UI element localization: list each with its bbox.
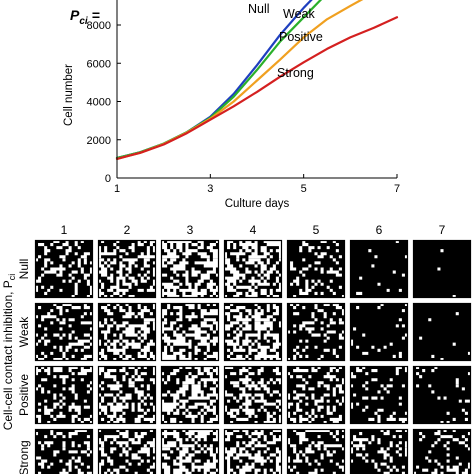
grid-cells (34, 239, 472, 474)
x-tick-label: 5 (301, 183, 307, 195)
y-tick-label: 6000 (87, 58, 111, 70)
grid-column-label: 2 (124, 223, 131, 237)
grid-column-label: 5 (313, 223, 320, 237)
grid-column-label: 7 (439, 223, 446, 237)
grid-row-label: Strong (17, 440, 31, 474)
series-label-positive: Positive (279, 30, 323, 44)
y-tick-label: 8000 (87, 20, 111, 32)
grid-cell (97, 239, 157, 299)
line-chart: Pci = 0 2000 4000 6000 8000 1 3 5 7 Culture day… (63, 0, 400, 210)
pci-sub: ci (79, 16, 88, 27)
grid-cell (286, 428, 346, 474)
series-label-null: Null (248, 2, 270, 16)
grid-row-label: Weak (17, 316, 31, 347)
grid-cell (412, 239, 472, 299)
grid-row-axis-title: Cell-cell contact inhibition, Pci (1, 274, 17, 431)
grid-column-label: 4 (250, 223, 257, 237)
y-tick-label: 2000 (87, 135, 111, 147)
svg-text:Cell-cell contact inhibition,: Cell-cell contact inhibition, Pci (1, 274, 17, 431)
series-line-strong (115, 16, 399, 160)
grid-column-label: 6 (376, 223, 383, 237)
grid-cell (34, 365, 94, 425)
grid-cell (223, 428, 283, 474)
row-axis-title-main: Cell-cell contact inhibition, P (1, 280, 15, 430)
grid-cell (223, 365, 283, 425)
grid-cell (286, 365, 346, 425)
x-axis-ticks: 1 3 5 7 (114, 174, 400, 195)
grid-cell (286, 239, 346, 299)
grid-cell (34, 302, 94, 362)
grid-cell (34, 239, 94, 299)
grid-cell (97, 302, 157, 362)
pci-legend-title: Pci = (70, 7, 100, 27)
grid-column-label: 1 (61, 223, 68, 237)
pci-suffix: = (88, 7, 100, 23)
series-lines (115, 0, 399, 160)
grid-cell (286, 302, 346, 362)
x-axis-title: Culture days (225, 198, 290, 210)
image-grid: 1 2 3 4 5 6 7 Null Weak Positive Strong Cell-cell… (1, 223, 472, 474)
series-line-positive (115, 0, 364, 160)
grid-row-labels: Null Weak Positive Strong (17, 259, 31, 474)
grid-cell (223, 239, 283, 299)
series-label-strong: Strong (277, 66, 314, 80)
x-tick-label: 1 (114, 183, 120, 195)
grid-cell (97, 428, 157, 474)
pci-main: P (70, 7, 80, 23)
series-labels: Null Weak Positive Strong (248, 2, 323, 80)
grid-cell (223, 302, 283, 362)
grid-cell (160, 428, 220, 474)
grid-cell (97, 365, 157, 425)
grid-cell (34, 428, 94, 474)
y-tick-label: 4000 (87, 97, 111, 109)
grid-cell (412, 365, 472, 425)
x-tick-label: 3 (207, 183, 213, 195)
grid-row-label: Null (17, 259, 31, 280)
y-axis-ticks: 0 2000 4000 6000 8000 (87, 20, 121, 185)
series-label-weak: Weak (283, 7, 315, 21)
grid-cell (160, 302, 220, 362)
grid-cell (349, 302, 409, 362)
grid-cell (412, 302, 472, 362)
grid-row-label: Positive (17, 374, 31, 416)
grid-column-label: 3 (187, 223, 194, 237)
y-tick-label: 0 (105, 173, 111, 185)
grid-cell (349, 239, 409, 299)
y-axis-title: Cell number (63, 64, 75, 126)
grid-cell (412, 428, 472, 474)
grid-column-labels: 1 2 3 4 5 6 7 (61, 223, 446, 237)
row-axis-title-sub: ci (7, 274, 17, 281)
svg-text:Pci =: Pci = (70, 7, 100, 27)
grid-cell (160, 239, 220, 299)
grid-cell (349, 428, 409, 474)
x-tick-label: 7 (394, 183, 400, 195)
grid-cell (160, 365, 220, 425)
grid-cell (349, 365, 409, 425)
